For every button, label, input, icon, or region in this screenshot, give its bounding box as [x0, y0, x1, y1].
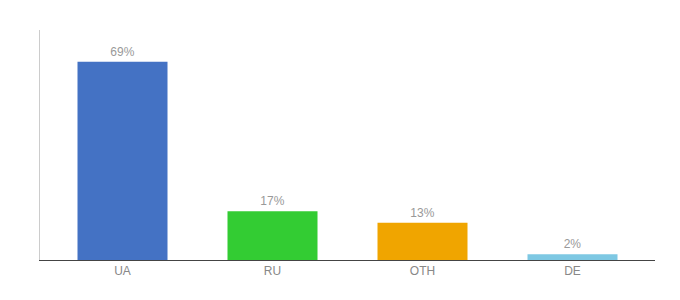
svg-text:DE: DE	[564, 264, 581, 278]
svg-text:13%: 13%	[410, 206, 434, 220]
svg-text:2%: 2%	[564, 237, 582, 251]
svg-text:69%: 69%	[110, 45, 134, 59]
svg-text:RU: RU	[264, 264, 281, 278]
svg-text:OTH: OTH	[410, 264, 435, 278]
svg-text:17%: 17%	[260, 194, 284, 208]
svg-text:UA: UA	[114, 264, 131, 278]
